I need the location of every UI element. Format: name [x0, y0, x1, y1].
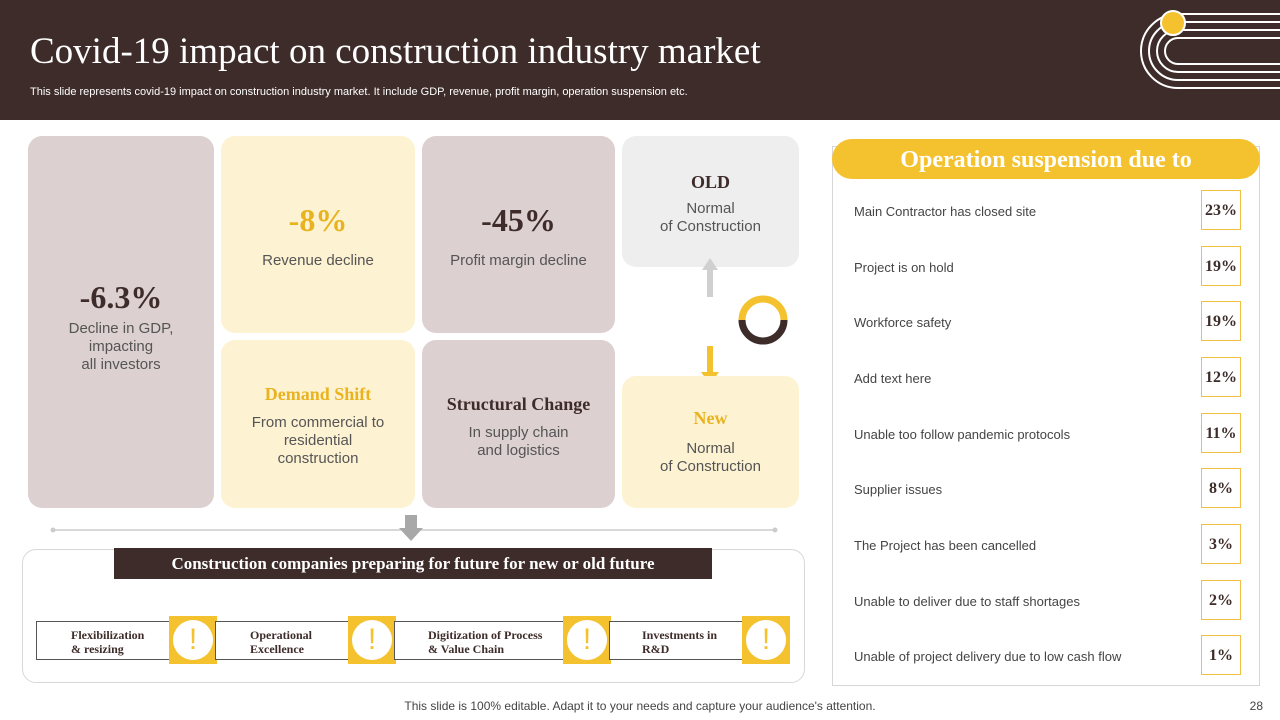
new-normal-card: New Normal of Construction [622, 376, 799, 508]
future-step-investments: Investments in R&D [609, 621, 754, 660]
structural-change-card: Structural Change In supply chain and lo… [422, 340, 615, 508]
warning-icon: ! [563, 616, 611, 664]
operation-reason-value: 3% [1201, 524, 1241, 564]
gdp-value: -6.3% [79, 279, 163, 315]
list-item: Supplier issues 8% [854, 468, 1254, 512]
list-item: Unable of project delivery due to low ca… [854, 635, 1254, 679]
step-label: Investments in R&D [642, 628, 718, 656]
slide-header: Covid-19 impact on construction industry… [0, 0, 1280, 120]
revenue-description: Revenue decline [262, 252, 374, 269]
warning-icon: ! [742, 616, 790, 664]
operation-reason-value: 19% [1201, 246, 1241, 286]
footer-text: This slide is 100% editable. Adapt it to… [404, 699, 876, 713]
old-description: Normal of Construction [660, 200, 761, 235]
step-label: Operational Excellence [250, 628, 312, 656]
list-item: Main Contractor has closed site 23% [854, 190, 1254, 234]
demand-shift-description: From commercial to residential construct… [251, 414, 385, 467]
new-description: Normal of Construction [660, 440, 761, 475]
operation-reason-value: 19% [1201, 301, 1241, 341]
future-banner: Construction companies preparing for fut… [114, 548, 712, 579]
warning-icon: ! [348, 616, 396, 664]
operation-reason-label: Add text here [854, 371, 932, 386]
operation-reason-value: 8% [1201, 468, 1241, 508]
list-item: Project is on hold 19% [854, 246, 1254, 290]
operation-reason-label: Main Contractor has closed site [854, 204, 1037, 219]
demand-shift-card: Demand Shift From commercial to resident… [221, 340, 415, 508]
gdp-card: -6.3% Decline in GDP, impacting all inve… [28, 136, 214, 508]
arrow-down-icon [701, 346, 719, 385]
page-number: 28 [1249, 699, 1263, 713]
operation-suspension-title: Operation suspension due to [832, 139, 1260, 179]
operation-reason-label: Unable of project delivery due to low ca… [854, 649, 1122, 664]
section-divider [50, 515, 778, 541]
new-title: New [693, 408, 728, 428]
list-item: Workforce safety 19% [854, 301, 1254, 345]
warning-icon: ! [169, 616, 217, 664]
slide-subtitle: This slide represents covid-19 impact on… [30, 86, 688, 98]
arrow-up-icon [702, 258, 718, 297]
slide-title: Covid-19 impact on construction industry… [30, 31, 761, 72]
transition-graphic [701, 258, 788, 385]
decorative-rings-icon [1140, 10, 1280, 89]
list-item: The Project has been cancelled 3% [854, 524, 1254, 568]
future-step-digitization: Digitization of Process & Value Chain [394, 621, 574, 660]
operation-reason-value: 23% [1201, 190, 1241, 230]
list-item: Unable to deliver due to staff shortages… [854, 580, 1254, 624]
progress-ring-icon [738, 295, 788, 345]
operation-reason-label: Unable too follow pandemic protocols [854, 427, 1071, 442]
revenue-card: -8% Revenue decline [221, 136, 415, 333]
step-label: Flexibilization & resizing [71, 628, 145, 656]
step-label: Digitization of Process & Value Chain [428, 628, 543, 656]
future-step-flexibilization: Flexibilization & resizing [36, 621, 181, 660]
old-normal-card: OLD Normal of Construction [622, 136, 799, 267]
operation-reason-value: 11% [1201, 413, 1241, 453]
profit-card: -45% Profit margin decline [422, 136, 615, 333]
profit-description: Profit margin decline [450, 252, 587, 269]
operation-reason-value: 2% [1201, 580, 1241, 620]
profit-value: -45% [481, 202, 556, 238]
gdp-description: Decline in GDP, impacting all investors [68, 320, 174, 373]
structural-change-title: Structural Change [446, 394, 591, 414]
structural-change-description: In supply chain and logistics [468, 424, 569, 459]
demand-shift-title: Demand Shift [264, 384, 372, 404]
future-step-operational: Operational Excellence [215, 621, 360, 660]
operation-reason-value: 1% [1201, 635, 1241, 675]
list-item: Unable too follow pandemic protocols 11% [854, 413, 1254, 457]
operation-reason-label: Workforce safety [854, 315, 952, 330]
operation-reason-value: 12% [1201, 357, 1241, 397]
operation-reason-label: The Project has been cancelled [854, 538, 1037, 553]
operation-reason-label: Unable to deliver due to staff shortages [854, 594, 1080, 609]
operation-reason-label: Project is on hold [854, 260, 954, 275]
operation-reason-label: Supplier issues [854, 482, 943, 497]
list-item: Add text here 12% [854, 357, 1254, 401]
revenue-value: -8% [288, 202, 348, 238]
arrow-down-divider-icon [399, 515, 423, 541]
old-title: OLD [690, 172, 730, 192]
